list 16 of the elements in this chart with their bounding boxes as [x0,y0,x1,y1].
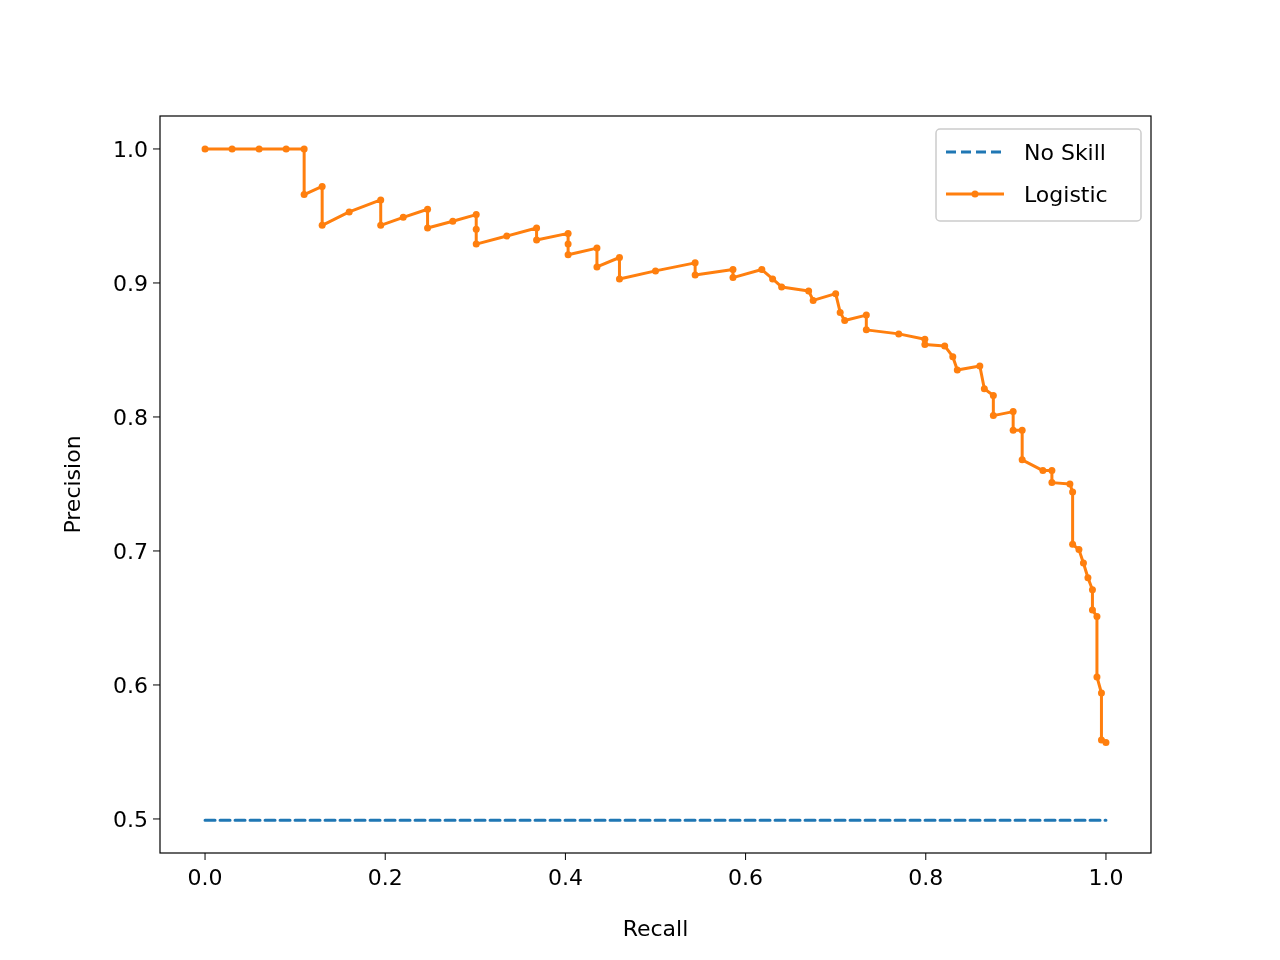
x-axis-title: Recall [622,916,689,941]
y-axis-title: Precision [60,435,85,534]
x-tick-label: 0.6 [728,865,764,890]
y-tick-label: 0.6 [113,672,148,698]
y-tick-label: 0.8 [113,404,148,430]
x-tick-label: 0.8 [908,865,944,890]
y-tick-label: 0.5 [113,806,148,832]
y-tick-label: 1.0 [113,136,148,162]
x-tick-label: 1.0 [1088,865,1124,890]
legend-label: Logistic [1024,182,1108,207]
x-tick-label: 0.4 [547,865,583,890]
y-tick-label: 0.7 [113,538,148,564]
legend-label: No Skill [1024,140,1106,165]
x-tick-label: 0.0 [187,865,223,890]
y-tick-label: 0.9 [113,270,148,296]
x-tick-label: 0.2 [367,865,403,890]
